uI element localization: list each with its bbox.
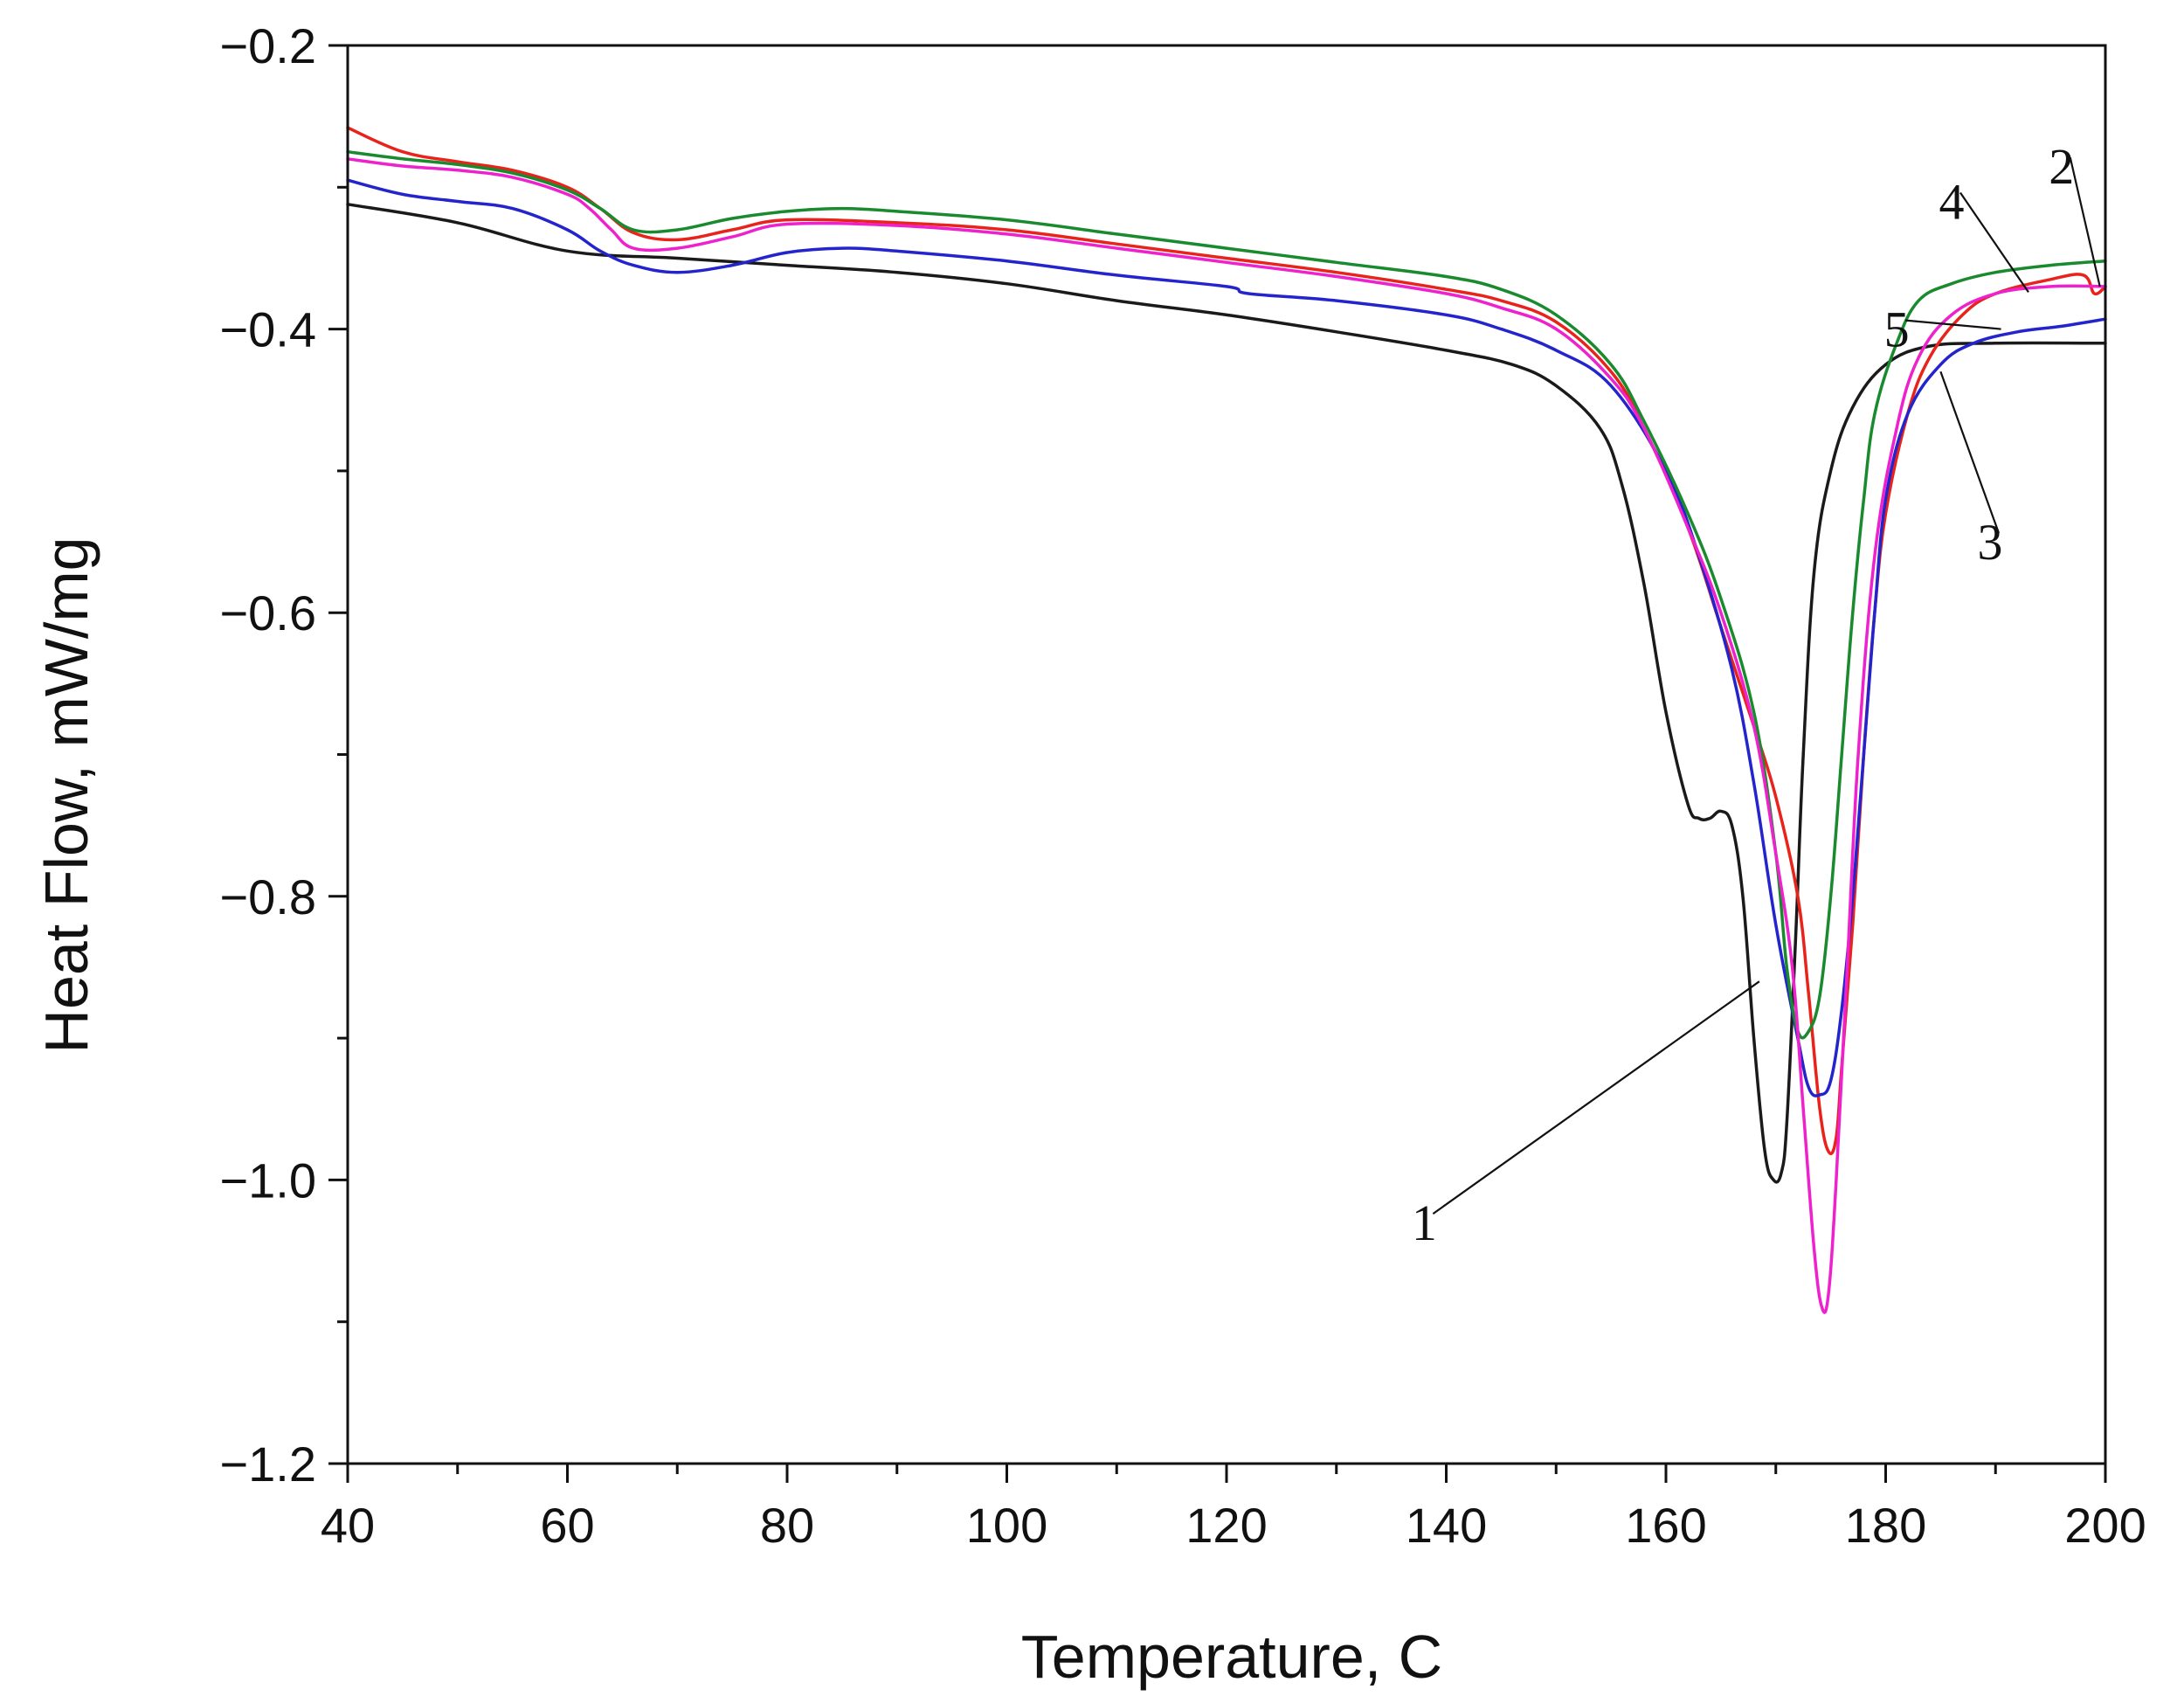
x-tick-label: 160 bbox=[1625, 1498, 1706, 1553]
x-tick-label: 60 bbox=[540, 1498, 594, 1553]
curve-label-5: 5 bbox=[1884, 301, 1910, 358]
axes-layer: 40 60 80 100 120 140 160 180 200 −1.2 −1.0 −0.8 −0.6… bbox=[219, 18, 2146, 1553]
series-line-5 bbox=[346, 157, 2107, 1314]
y-tick-label: −1.2 bbox=[219, 1436, 316, 1492]
series-line-4 bbox=[346, 149, 2107, 1040]
annotation-layer: 1 2 3 4 5 bbox=[1412, 138, 2101, 1251]
x-tick-label: 180 bbox=[1845, 1498, 1926, 1553]
x-tick-label: 200 bbox=[2064, 1498, 2146, 1553]
x-tick-label: 120 bbox=[1185, 1498, 1267, 1553]
x-axis-title: Temperature, C bbox=[1021, 1623, 1442, 1691]
y-tick-label: −0.2 bbox=[219, 18, 316, 73]
curve-label-1: 1 bbox=[1412, 1194, 1437, 1251]
x-tick-label: 80 bbox=[760, 1498, 814, 1553]
leader-line-3 bbox=[1939, 370, 2000, 534]
y-tick-label: −0.6 bbox=[219, 585, 316, 640]
leader-line-4 bbox=[1959, 191, 2029, 294]
x-tick-label: 40 bbox=[321, 1498, 375, 1553]
curve-label-4: 4 bbox=[1939, 174, 1964, 231]
leader-line-2 bbox=[2069, 156, 2101, 287]
x-tick-label: 100 bbox=[966, 1498, 1047, 1553]
curve-label-2: 2 bbox=[2049, 138, 2074, 195]
y-axis-title: Heat Flow, mW/mg bbox=[32, 537, 100, 1053]
series-layer bbox=[346, 126, 2107, 1314]
leader-line-5 bbox=[1904, 319, 2001, 330]
y-tick-label: −0.4 bbox=[219, 302, 316, 357]
curve-label-3: 3 bbox=[1977, 514, 2002, 571]
x-tick-label: 140 bbox=[1406, 1498, 1487, 1553]
y-tick-label: −0.8 bbox=[219, 869, 316, 924]
leader-line-1 bbox=[1432, 980, 1760, 1215]
series-line-1 bbox=[346, 203, 2107, 1184]
y-tick-label: −1.0 bbox=[219, 1153, 316, 1208]
